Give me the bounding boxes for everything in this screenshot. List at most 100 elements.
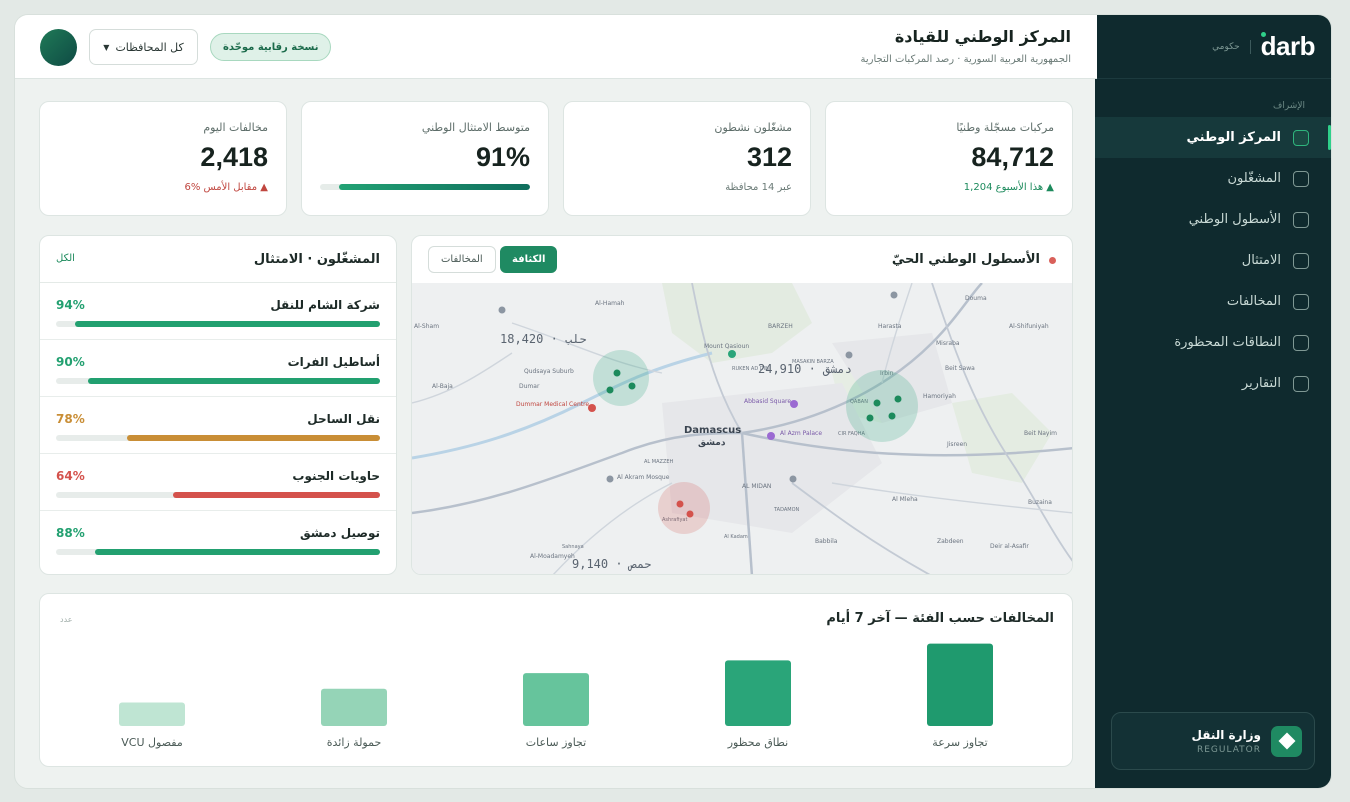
- vehicle-dot[interactable]: [894, 395, 902, 403]
- category-label: VCU مفصول: [121, 736, 183, 749]
- bar[interactable]: [523, 673, 589, 726]
- poi-marker-icon[interactable]: [606, 475, 614, 483]
- poi-marker-icon[interactable]: [845, 351, 853, 359]
- sidebar-item-label: المشغّلون: [1227, 171, 1281, 186]
- city-count-label: حلب · 18,420: [500, 332, 587, 346]
- app-window: حكومي darb الإشراف المركز الوطني المشغّل…: [14, 14, 1332, 789]
- triangle-up-icon: ▲: [1046, 182, 1054, 193]
- poi-marker-icon[interactable]: [498, 306, 506, 314]
- operator-row[interactable]: أساطيل الفرات 90%: [40, 340, 396, 397]
- darb-logo[interactable]: darb: [1260, 31, 1316, 62]
- city-count-label: حمص · 9,140: [572, 557, 651, 572]
- vehicle-dot[interactable]: [613, 369, 621, 377]
- tab-violations[interactable]: المخالفات: [428, 246, 496, 273]
- square-icon: [1293, 252, 1309, 269]
- kpi-trend: 6% مقابل الأمس ▲: [58, 182, 268, 193]
- sidebar-item-violations[interactable]: المخالفات: [1095, 281, 1331, 322]
- vehicle-dot[interactable]: [866, 414, 874, 422]
- tab-density[interactable]: الكثافة: [500, 246, 558, 273]
- operator-row[interactable]: نقل الساحل 78%: [40, 397, 396, 454]
- live-fleet-map-panel: الأسطول الوطني الحيّ الكثافة المخالفات: [411, 235, 1073, 575]
- operators-list: شركة الشام للنقل 94% أساطيل الفرات 90% ن…: [40, 283, 396, 568]
- highway: [741, 431, 1072, 457]
- place-label: Deir al-Asafir: [990, 543, 1029, 550]
- category-label: حمولة زائدة: [327, 736, 382, 749]
- sidebar-item-fleet[interactable]: الأسطول الوطني: [1095, 199, 1331, 240]
- logo-subtitle: حكومي: [1212, 41, 1240, 52]
- violation-dot[interactable]: [676, 500, 684, 508]
- compliance-progress-bar: [320, 184, 530, 190]
- regulator-card[interactable]: وزارة النقل REGULATOR: [1111, 712, 1315, 770]
- operators-compliance-panel: المشغّلون · الامتثال الكل شركة الشام للن…: [39, 235, 397, 575]
- poi-marker-icon[interactable]: [790, 400, 798, 408]
- place-label: Jisreen: [946, 441, 967, 448]
- bar[interactable]: [119, 702, 185, 726]
- place-label: Al-Shifuniyah: [1009, 323, 1049, 330]
- province-select-value: كل المحافظات: [115, 40, 184, 54]
- sidebar-item-compliance[interactable]: الامتثال: [1095, 240, 1331, 281]
- hospital-marker-icon[interactable]: [588, 404, 596, 412]
- kpi-value: 91%: [475, 142, 530, 172]
- violation-dot[interactable]: [686, 510, 694, 518]
- sidebar-item-restricted-zones[interactable]: النطاقات المحظورة: [1095, 322, 1331, 363]
- unified-version-badge: نسخة رقابية موحّدة: [210, 33, 332, 61]
- green-area: [662, 283, 812, 363]
- square-icon: [1293, 211, 1309, 228]
- road: [881, 282, 913, 384]
- place-label: Beit Nayim: [1024, 430, 1057, 437]
- square-icon: [1293, 170, 1309, 187]
- operator-percent: 78%: [56, 412, 85, 426]
- operator-row[interactable]: شركة الشام للنقل 94%: [40, 283, 396, 340]
- view-all-link[interactable]: الكل: [56, 253, 75, 264]
- kpi-compliance-average: متوسط الامتثال الوطني 91%: [301, 101, 549, 216]
- operator-row[interactable]: حاويات الجنوب 64%: [40, 454, 396, 511]
- density-cluster[interactable]: [593, 350, 649, 406]
- density-cluster[interactable]: [846, 370, 918, 442]
- vehicle-dot[interactable]: [888, 412, 896, 420]
- operator-percent: 90%: [56, 355, 85, 369]
- road: [831, 482, 1072, 514]
- bar[interactable]: [321, 688, 387, 726]
- place-label: Douma: [965, 295, 987, 302]
- poi-marker-icon[interactable]: [767, 432, 775, 440]
- sidebar-item-national-center[interactable]: المركز الوطني: [1095, 117, 1331, 158]
- province-select[interactable]: ▼ كل المحافظات: [89, 29, 198, 65]
- category-label: تجاوز سرعة: [932, 736, 987, 749]
- nav-section-label: الإشراف: [1273, 101, 1305, 111]
- compliance-fill: [75, 321, 380, 327]
- place-label: AL MIDAN: [742, 483, 771, 490]
- vehicle-dot[interactable]: [873, 399, 881, 407]
- road: [511, 322, 663, 374]
- page-subtitle: الجمهورية العربية السورية · رصد المركبات…: [860, 54, 1071, 65]
- poi-marker-icon[interactable]: [728, 350, 736, 358]
- river: [412, 351, 713, 460]
- kpi-value: 2,418: [200, 142, 268, 172]
- sidebar-item-reports[interactable]: التقارير: [1095, 363, 1331, 404]
- operator-row[interactable]: توصيل دمشق 88%: [40, 511, 396, 568]
- compliance-track: [56, 321, 380, 327]
- poi-marker-icon[interactable]: [890, 291, 898, 299]
- fleet-map[interactable]: Al-Hamah Dumar Qudsaya Suburb Mount Qasi…: [412, 282, 1073, 575]
- place-label: RUKEN AD DIN: [732, 366, 769, 372]
- kpi-trend: 1,204 هذا الأسبوع ▲: [844, 182, 1054, 193]
- trend-text: 6% مقابل الأمس: [184, 182, 258, 193]
- bar[interactable]: [927, 643, 993, 726]
- avatar[interactable]: [40, 29, 77, 66]
- place-label: Al Akram Mosque: [617, 474, 670, 481]
- chart-title: المخالفات حسب الفئة — آخر 7 أيام: [826, 611, 1054, 626]
- map-canvas[interactable]: Al-Hamah Dumar Qudsaya Suburb Mount Qasi…: [412, 282, 1073, 575]
- violation-cluster[interactable]: [658, 482, 710, 534]
- sidebar-item-operators[interactable]: المشغّلون: [1095, 158, 1331, 199]
- panel-title: المشغّلون · الامتثال: [253, 252, 380, 267]
- road: [931, 282, 1072, 562]
- compliance-track: [56, 378, 380, 384]
- operator-name: نقل الساحل: [307, 412, 380, 426]
- place-label: CIR FAQHA: [838, 431, 865, 437]
- chart-unit-label: عدد: [60, 615, 73, 624]
- poi-marker-icon[interactable]: [789, 475, 797, 483]
- logo-divider: [1249, 39, 1251, 54]
- vehicle-dot[interactable]: [606, 386, 614, 394]
- vehicle-dot[interactable]: [628, 382, 636, 390]
- bar[interactable]: [725, 660, 791, 726]
- sidebar-item-label: الامتثال: [1241, 253, 1281, 268]
